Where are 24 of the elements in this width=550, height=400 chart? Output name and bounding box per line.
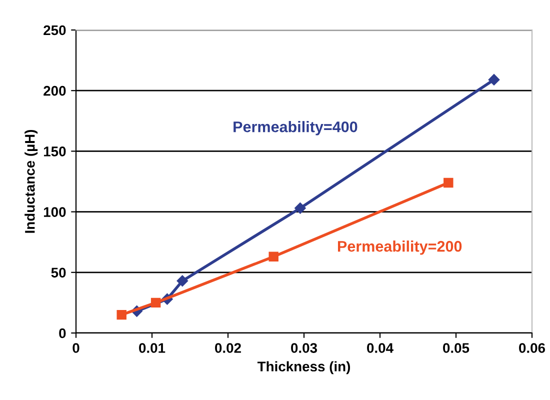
y-axis-title: Inductance (µH)	[24, 130, 38, 233]
series-label: Permeability=400	[234, 121, 358, 136]
point	[488, 74, 500, 86]
point	[268, 252, 278, 262]
series-label: Permeability=200	[338, 240, 462, 255]
x-tick-label: 0.05	[443, 343, 470, 353]
x-tick-label: 0.03	[291, 343, 318, 353]
point	[444, 178, 454, 188]
x-tick-label: 0.02	[215, 343, 241, 353]
x-axis-title: Thickness (in)	[257, 361, 350, 374]
x-tick-label: 0.06	[519, 343, 546, 353]
x-tick-label: 0.04	[367, 343, 394, 353]
y-tick-label: 0	[59, 328, 66, 338]
y-tick-label: 250	[44, 25, 66, 36]
point	[150, 298, 161, 308]
point	[176, 275, 188, 286]
y-tick-label: 150	[44, 146, 66, 156]
point	[116, 310, 126, 320]
y-tick-label: 50	[51, 268, 66, 278]
y-tick-label: 100	[44, 207, 66, 217]
point	[294, 202, 306, 214]
y-tick-label: 200	[44, 86, 66, 96]
x-tick-label: 0.01	[139, 343, 166, 353]
x-tick-label: 0	[72, 343, 80, 353]
